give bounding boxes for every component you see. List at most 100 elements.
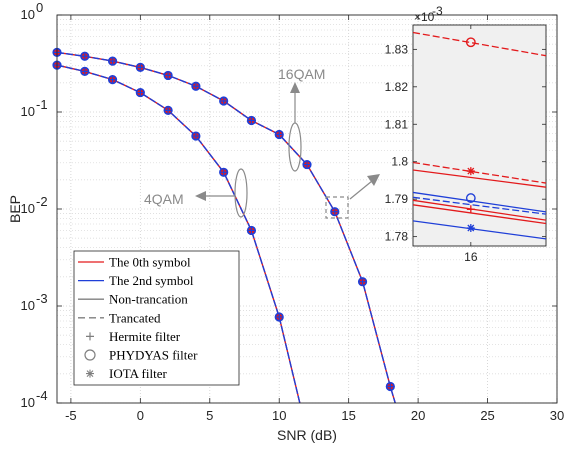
data-marker-plus [109, 76, 116, 83]
y-axis-title: BEP [7, 195, 23, 223]
data-marker-plus [276, 314, 283, 321]
inset-curves [413, 31, 546, 240]
legend-swatch-plus [86, 332, 94, 341]
inset-y-tick-label: 1.82 [385, 80, 409, 94]
data-marker-blue [246, 115, 257, 126]
data-marker-plus [248, 117, 255, 124]
data-marker-blue [191, 131, 201, 141]
data-marker-plus [359, 278, 366, 285]
data-marker-blue [107, 75, 118, 85]
inset-series-line [413, 199, 546, 221]
inset-series-line [413, 31, 546, 57]
inset-series-line [413, 196, 546, 215]
x-tick-label: 5 [206, 408, 213, 423]
data-marker-plus [137, 64, 144, 71]
zoom-arrow [349, 180, 373, 200]
legend-label: Non-trancation [109, 292, 188, 307]
data-marker-blue [274, 312, 284, 322]
y-tick-exponent: 0 [36, 0, 43, 15]
data-marker-blue [163, 105, 173, 115]
zoom-box [325, 196, 349, 219]
legend-label: Trancated [109, 310, 161, 325]
y-tick-exponent: -3 [36, 291, 48, 306]
inset-marker-circle [465, 193, 476, 203]
inset-series-line [413, 191, 546, 213]
annotation-4qam: 4QAM [144, 191, 184, 207]
curve-blue-16QAM [57, 51, 396, 403]
data-marker-plus [192, 133, 199, 140]
x-axis-title: SNR (dB) [277, 427, 337, 443]
data-marker-plus [387, 383, 394, 390]
data-marker-blue [135, 62, 145, 72]
inset-exponent-power: -3 [432, 4, 443, 18]
inset-series-line [413, 204, 546, 225]
data-marker-plus [276, 131, 283, 138]
zoom-arrowhead [367, 174, 380, 186]
legend-label: PHYDYAS filter [109, 348, 198, 363]
data-marker-blue [385, 381, 395, 392]
data-marker-plus [331, 208, 338, 215]
inset-frame [412, 24, 547, 247]
legend-label: The 0th symbol [109, 255, 191, 270]
x-tick-label: 0 [137, 408, 144, 423]
inset-marker-asterisk [466, 224, 475, 233]
inset-plot: 1.78 1.79 1.8 1.81 1.82 1.83 16 ×10-3 [385, 4, 547, 264]
y-tick-label: 10 [21, 104, 35, 119]
data-marker-blue [330, 207, 340, 217]
data-marker-blue [135, 87, 145, 98]
annotation-ellipse-4qam [234, 168, 248, 218]
legend-label: IOTA filter [109, 366, 167, 381]
x-tick-label: 20 [411, 408, 425, 423]
data-marker-blue [219, 96, 229, 106]
inset-series-line [413, 220, 546, 240]
data-marker-plus [81, 53, 88, 60]
x-tick-label: 30 [550, 408, 564, 423]
inset-marker-plus [466, 205, 475, 214]
inset-y-tick-label: 1.78 [385, 230, 409, 244]
y-tick-label: 10 [21, 7, 35, 22]
inset-series-line [413, 169, 546, 188]
data-marker-blue [191, 81, 201, 91]
data-marker-plus [192, 83, 199, 90]
legend-label: Hermite filter [109, 329, 181, 344]
annotation-16qam: 16QAM [278, 66, 325, 82]
data-marker-plus [81, 68, 88, 75]
data-marker-plus [165, 72, 172, 79]
data-marker-plus [109, 58, 116, 65]
legend-swatch-circle [84, 349, 96, 361]
data-marker-plus [248, 227, 255, 234]
annotation-arrowhead-16qam [290, 82, 300, 93]
legend-label: The 2nd symbol [109, 273, 194, 288]
annotation-arrowhead-4qam [195, 191, 206, 201]
data-marker-plus [304, 161, 310, 168]
x-tick-label: -5 [65, 408, 77, 423]
y-tick-label: 10 [21, 201, 35, 216]
data-marker-plus [220, 169, 227, 176]
inset-y-tick-label: 1.83 [385, 42, 409, 56]
data-marker-blue [302, 159, 312, 170]
inset-marker-circle [465, 37, 476, 48]
data-marker-plus [137, 89, 144, 96]
inset-y-tick-label: 1.79 [385, 192, 409, 206]
y-tick-exponent: -4 [36, 388, 48, 403]
data-marker-blue [274, 129, 284, 140]
data-marker-blue [107, 56, 118, 66]
y-tick-exponent: -1 [36, 97, 48, 112]
inset-y-tick-label: 1.8 [391, 155, 408, 169]
data-marker-plus [220, 98, 227, 105]
data-marker-blue [246, 225, 257, 236]
data-marker-blue [80, 66, 90, 76]
x-tick-label: 15 [341, 408, 355, 423]
data-marker-blue [357, 277, 368, 287]
data-marker-blue [163, 70, 173, 81]
inset-marker-asterisk [466, 167, 475, 176]
inset-x-tick-label: 16 [464, 250, 478, 264]
legend-swatch-asterisk [86, 369, 94, 378]
y-tick-exponent: -2 [36, 194, 48, 209]
y-tick-label: 10 [21, 395, 35, 410]
data-marker-plus [165, 107, 172, 114]
inset-exponent-label: ×10 [414, 10, 435, 24]
inset-y-tick-label: 1.81 [385, 117, 409, 131]
data-marker-blue [219, 167, 229, 177]
inset-series-line [413, 161, 546, 184]
